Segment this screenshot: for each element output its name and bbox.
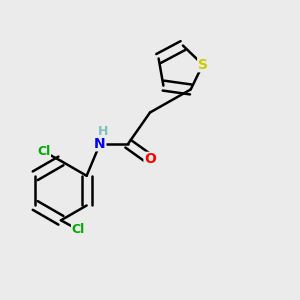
Text: S: S: [198, 58, 208, 72]
Text: H: H: [98, 125, 108, 138]
Text: Cl: Cl: [37, 145, 50, 158]
Text: N: N: [94, 137, 106, 151]
Text: O: O: [144, 152, 156, 167]
Text: Cl: Cl: [71, 223, 85, 236]
